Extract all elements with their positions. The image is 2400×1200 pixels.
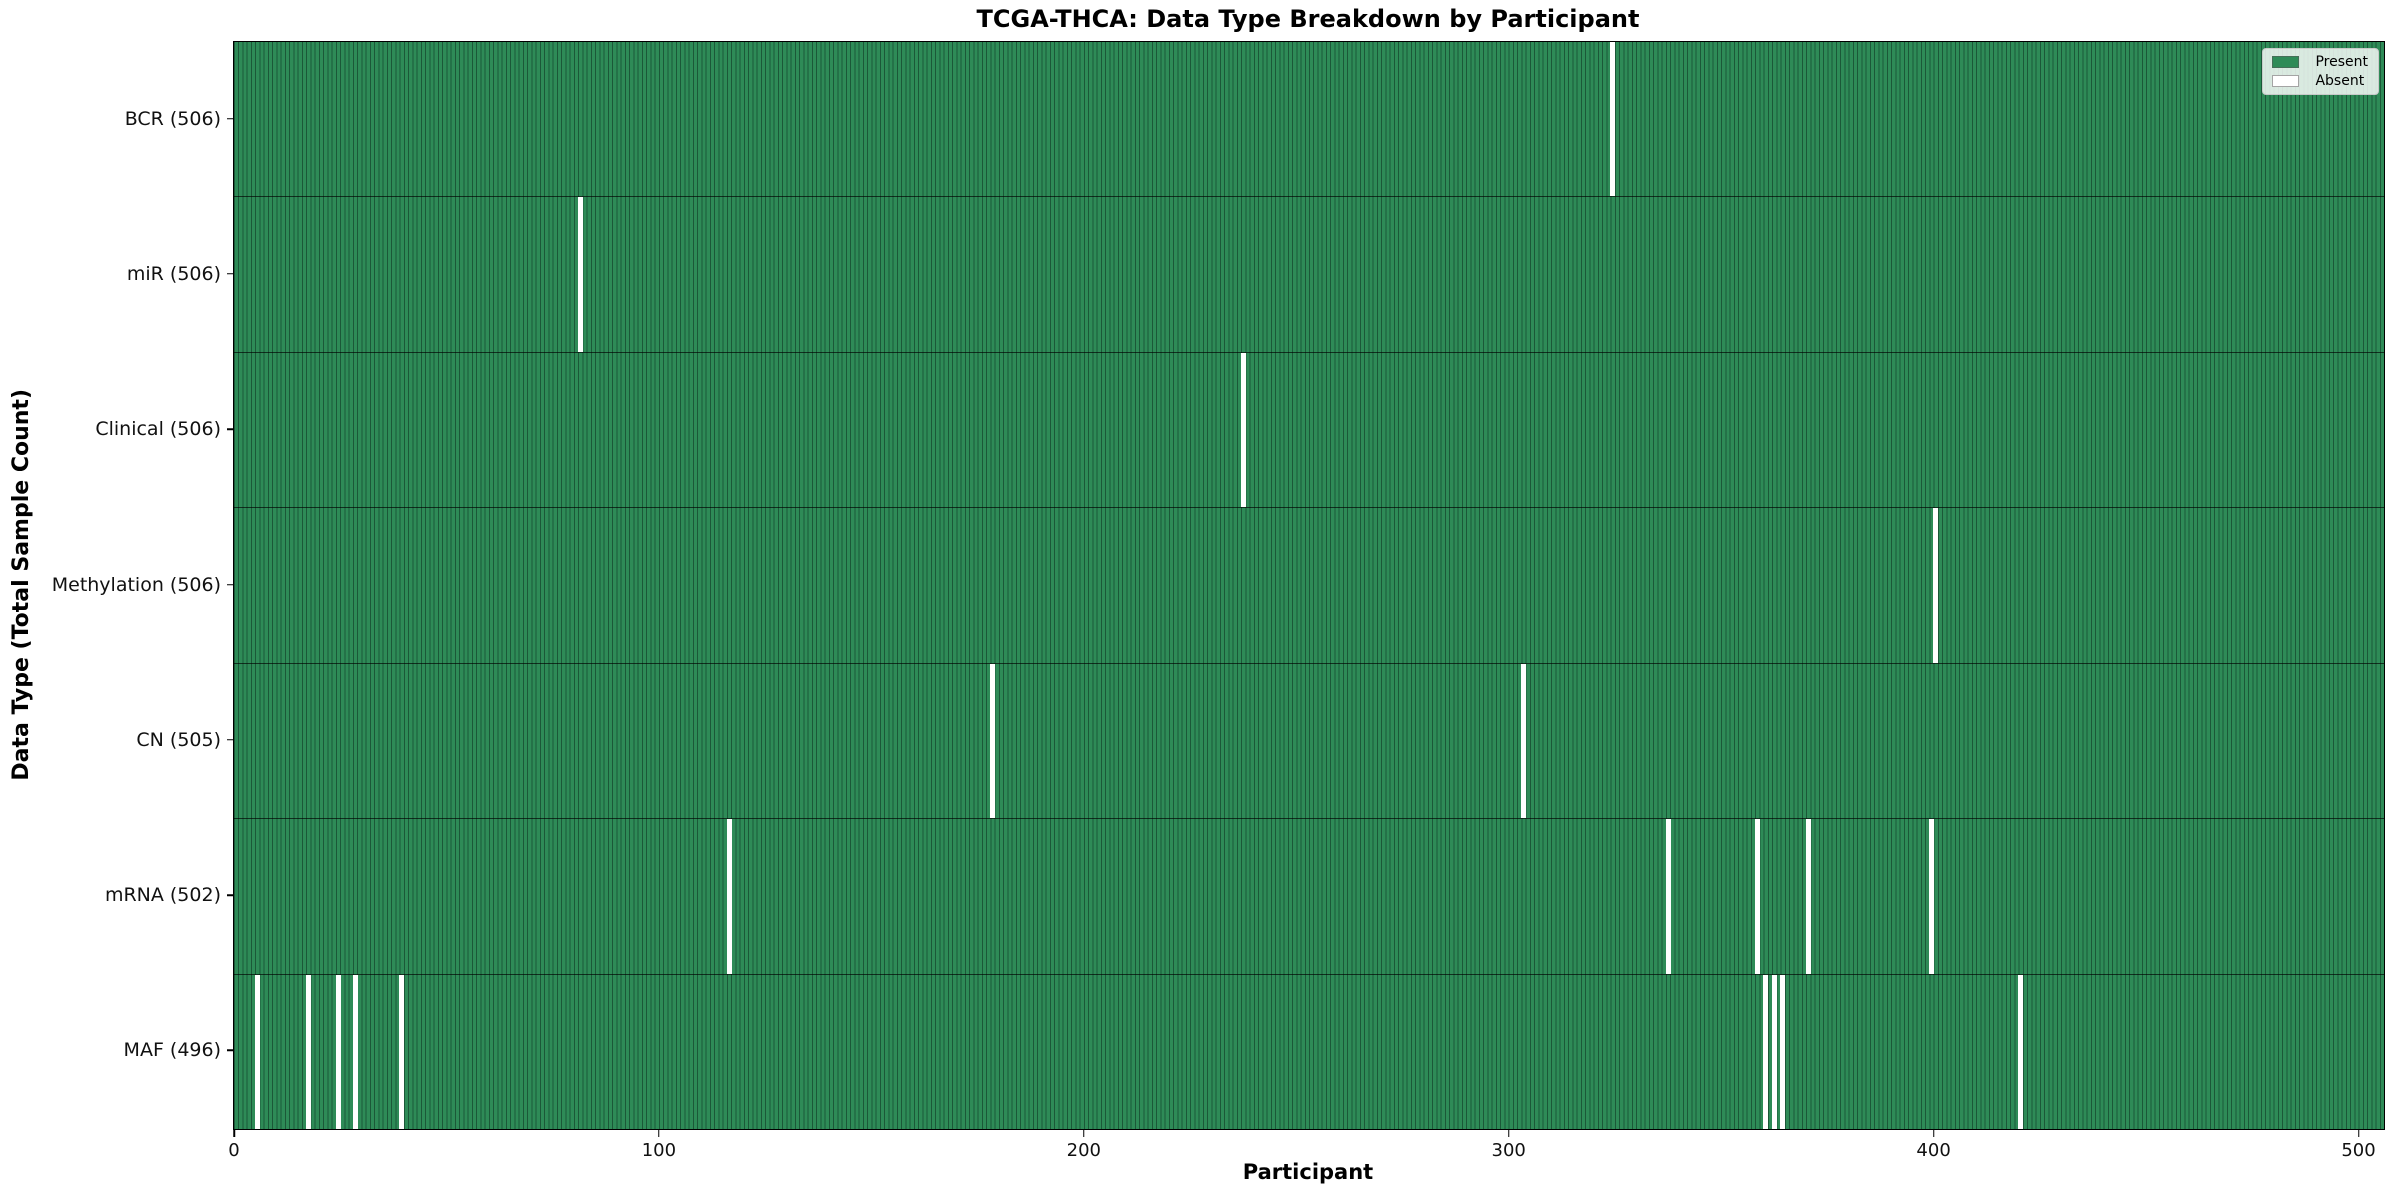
x-tick-mark xyxy=(2357,1130,2360,1137)
chart-title: TCGA-THCA: Data Type Breakdown by Partic… xyxy=(976,5,1640,33)
y-tick-mark xyxy=(227,1049,234,1052)
absent-gap xyxy=(1240,352,1246,508)
absent-gap xyxy=(1610,42,1616,197)
row-band-methylation xyxy=(234,508,2384,664)
heatmap-rows xyxy=(234,42,2384,1129)
absent-gap xyxy=(1933,508,1939,663)
absent-gap xyxy=(305,974,311,1129)
absent-gap xyxy=(1780,974,1786,1129)
absent-gap xyxy=(1771,974,1777,1129)
x-tick-label-400: 400 xyxy=(1916,1140,1951,1161)
absent-gap xyxy=(1763,974,1769,1129)
row-band-mrna xyxy=(234,819,2384,975)
y-tick-mark xyxy=(227,739,234,741)
plot-area: Present Absent xyxy=(233,41,2385,1130)
x-tick-label-500: 500 xyxy=(2341,1140,2376,1161)
y-tick-mark xyxy=(227,894,234,896)
absent-gap xyxy=(1521,663,1527,819)
x-tick-mark xyxy=(1507,1130,1510,1137)
legend-entry-present: Present xyxy=(2272,55,2368,69)
absent-gap xyxy=(399,974,405,1129)
y-tick-label-maf: MAF (496) xyxy=(123,1039,221,1062)
x-tick-mark xyxy=(233,1130,235,1137)
y-tick-label-mir: miR (506) xyxy=(126,262,221,285)
row-band-clinical xyxy=(234,352,2384,509)
y-tick-mark xyxy=(227,428,234,430)
x-tick-mark xyxy=(658,1130,660,1137)
x-tick-label-300: 300 xyxy=(1491,1140,1526,1161)
legend-entry-absent: Absent xyxy=(2272,74,2368,88)
y-tick-label-cn: CN (505) xyxy=(136,728,221,751)
x-tick-label-100: 100 xyxy=(641,1140,677,1161)
absent-gap xyxy=(989,663,995,819)
legend-label-absent: Absent xyxy=(2315,73,2365,89)
y-tick-mark xyxy=(227,273,234,275)
absent-swatch xyxy=(2272,75,2300,87)
absent-gap xyxy=(726,819,732,974)
y-tick-label-mrna: mRNA (502) xyxy=(104,884,221,907)
legend: Present Absent xyxy=(2262,48,2379,95)
x-tick-mark xyxy=(1083,1130,1085,1137)
row-band-bcr xyxy=(234,42,2384,198)
legend-label-present: Present xyxy=(2315,54,2368,70)
x-tick-label-200: 200 xyxy=(1066,1140,1101,1161)
x-tick-mark xyxy=(1932,1130,1935,1137)
absent-gap xyxy=(1754,819,1760,974)
row-band-cn xyxy=(234,663,2384,820)
row-band-mir xyxy=(234,197,2384,353)
absent-gap xyxy=(352,974,358,1129)
absent-gap xyxy=(1665,819,1671,974)
y-tick-label-methylation: Methylation (506) xyxy=(51,573,221,596)
absent-gap xyxy=(2018,974,2024,1129)
absent-gap xyxy=(577,197,583,352)
present-swatch xyxy=(2272,56,2300,68)
absent-gap xyxy=(254,974,260,1129)
absent-gap xyxy=(335,974,341,1129)
y-tick-mark xyxy=(227,117,234,120)
y-tick-mark xyxy=(227,583,234,586)
absent-gap xyxy=(1805,819,1811,974)
x-tick-label-0: 0 xyxy=(228,1140,240,1161)
row-band-maf xyxy=(234,974,2384,1129)
x-axis-label: Participant xyxy=(1242,1160,1374,1184)
y-tick-label-clinical: Clinical (506) xyxy=(95,418,221,441)
absent-gap xyxy=(1928,819,1934,974)
y-tick-label-bcr: BCR (506) xyxy=(124,107,221,130)
